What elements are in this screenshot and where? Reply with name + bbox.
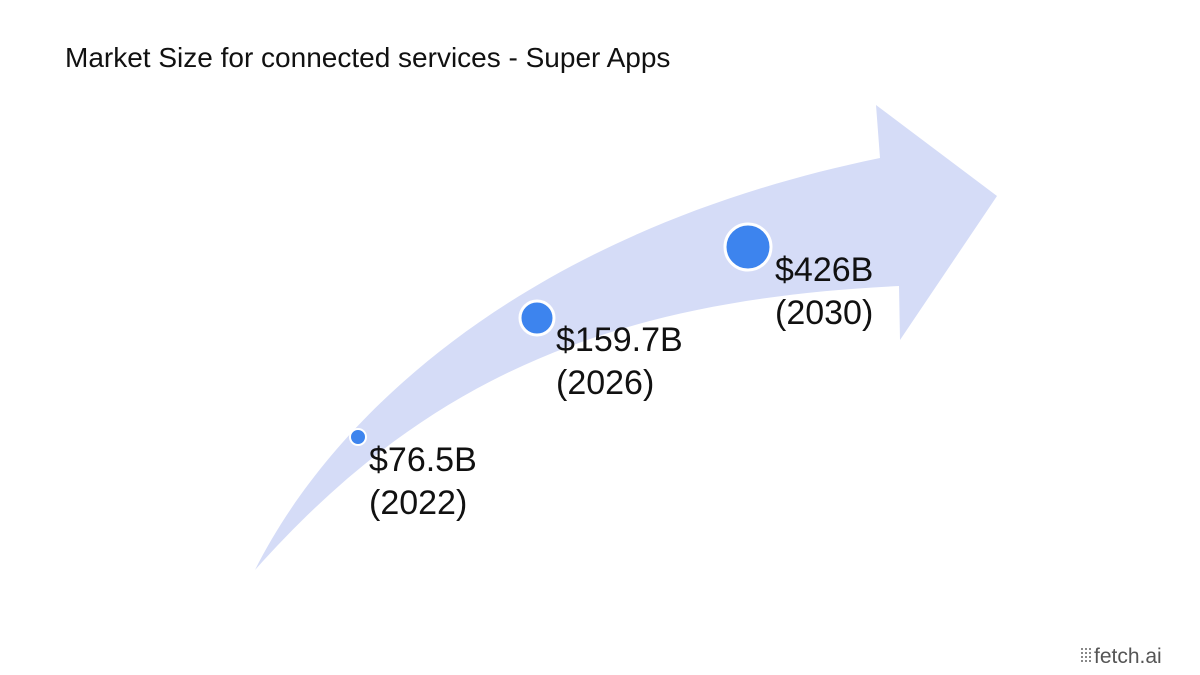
point-value: $159.7B [556,321,683,359]
growth-arrow [255,105,997,570]
point-value: $426B [775,251,873,289]
point-dot [518,299,556,337]
logo-text: fetch.ai [1094,645,1162,668]
point-value: $76.5B [369,441,477,479]
slide-title: Market Size for connected services - Sup… [65,42,670,73]
point-dot [723,222,773,272]
point-year: (2022) [369,484,467,522]
point-year: (2026) [556,364,654,402]
logo-icon [1081,648,1091,662]
point-year: (2030) [775,294,873,332]
point-dot [349,428,367,446]
